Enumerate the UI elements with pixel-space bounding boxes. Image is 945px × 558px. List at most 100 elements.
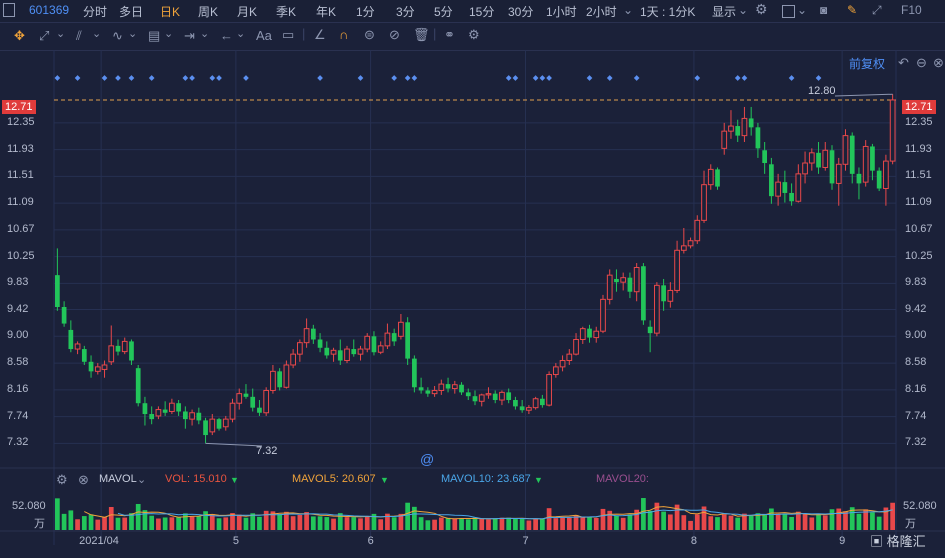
crosshair-move-icon[interactable]: ✥ [14,28,25,43]
volume-bar-up [580,517,586,530]
mavol20-value: MAVOL20: [596,473,649,485]
at-marker-icon[interactable]: @ [420,451,435,467]
candle-body-down [519,406,525,411]
candle-body-up [862,145,869,183]
period-tab[interactable]: 分时 [83,5,108,19]
chevron-down-icon[interactable]: ⌄ [56,28,66,40]
event-marker [189,75,195,81]
volume-bar-up [883,507,889,530]
period-tab[interactable]: 5分 [434,5,453,19]
hide-icon[interactable]: ⊘ [389,27,400,42]
volume-bar-up [223,517,229,530]
magnet-icon[interactable]: ∩ [339,27,349,42]
sidebar-toggle-icon[interactable] [3,3,15,17]
chevron-down-icon[interactable]: ⌄ [164,28,174,40]
candle-body-up [344,348,350,362]
event-marker [606,75,613,81]
volume-bar-up [600,508,606,530]
close-icon[interactable]: ⊗ [78,472,89,487]
volume-bar-down [425,520,431,530]
line-tool-icon[interactable]: ⤢ [39,28,50,43]
chevron-down-icon[interactable]: ⌄ [200,28,210,40]
pen-icon[interactable]: ✎ [847,3,858,17]
y-tick-label: 9.83 [905,276,927,289]
volume-bar-down [519,518,525,530]
x-tick-label: 5 [232,535,239,547]
volume-bar-down [337,513,343,530]
indicator-name[interactable]: MAVOL [99,473,137,485]
candle-body-up [822,149,829,168]
comment-icon[interactable]: ▭ [282,27,295,42]
sync-icon[interactable]: ⊜ [364,27,375,42]
candle-body-down [816,152,821,168]
settings-icon[interactable]: ⚙ [468,27,480,42]
period-tab[interactable]: 1小时 [546,5,577,19]
volume-bar-down [115,517,121,530]
volume-bar-down [196,516,202,530]
f10-button[interactable]: F10 [901,3,922,17]
chevron-down-icon[interactable]: ⌄ [137,474,147,486]
x-tick-label: 8 [690,535,698,547]
chevron-down-icon[interactable]: ⌄ [797,3,808,17]
volume-bar-down [371,513,377,530]
candle-body-up [357,348,364,355]
candle-body-up [303,328,310,344]
candle-body-up [364,335,371,350]
volume-bar-down [418,517,424,530]
period-tab[interactable]: 季K [276,5,297,19]
last-price-label-right: 12.71 [902,100,936,114]
x-tick-label: 9 [839,535,846,547]
chevron-down-icon[interactable]: ⌄ [128,28,138,40]
camera-icon[interactable]: ◙ [820,3,828,17]
volume-bar-down [782,513,788,530]
candle-body-up [633,267,640,293]
chevron-down-icon[interactable]: ⌄ [92,28,102,40]
candle-body-up [559,360,566,368]
trash-icon[interactable]: 🗑 [413,27,430,42]
channel-tool-icon[interactable]: ⫽ [76,28,82,43]
gear-icon[interactable]: ⚙ [755,1,768,17]
y-tick-label: 10.67 [7,222,35,235]
volume-bar-up [263,510,269,530]
candle-body-down [870,146,875,171]
fullscreen-icon[interactable]: ⤢ [872,3,882,17]
wave-tool-icon[interactable]: ∿ [112,28,123,43]
volume-bar-down [216,518,222,530]
link-icon[interactable]: ⚭ [444,27,455,42]
ruler-icon[interactable]: ∠ [314,27,326,42]
volume-bar-up [573,514,579,530]
period-tab[interactable]: 月K [237,5,258,19]
minus-icon[interactable]: ⊖ [916,55,927,70]
undo-icon[interactable]: ↶ [898,55,909,70]
x-tick-label: 2021/04 [79,535,119,547]
text-tool-icon[interactable]: Aa [256,28,272,43]
display-menu[interactable]: 显示 [712,5,737,19]
chevron-down-icon[interactable]: ⌄ [738,3,749,17]
arrow-tool-icon[interactable]: ← [220,28,233,43]
watermark-logo: ▣ 格隆汇 [870,534,926,549]
volume-bar-up [560,517,565,530]
period-tab[interactable]: 多日 [119,5,144,19]
event-marker [633,75,640,81]
checkbox-icon[interactable] [782,5,795,18]
candle-body-up [499,391,505,401]
period-tab[interactable]: 30分 [508,5,534,19]
fib-tool-icon[interactable]: ▤ [148,28,161,43]
timeframe-combo[interactable]: 1天 : 1分K [640,5,696,19]
period-tab[interactable]: 3分 [396,5,415,19]
period-tab-active[interactable]: 日K [160,5,181,19]
volume-bar-up [385,513,390,530]
volume-bar-down [61,513,67,530]
gear-icon[interactable]: ⚙ [56,472,68,487]
period-tab[interactable]: 1分 [356,5,375,19]
candle-body-down [257,407,262,413]
period-tab[interactable]: 周K [198,5,219,19]
chevron-down-icon[interactable]: ⌄ [236,28,246,40]
period-tab[interactable]: 2小时 [586,5,617,19]
period-tab[interactable]: 15分 [469,5,495,19]
adjustment-mode[interactable]: 前复权 [849,57,886,71]
close-icon[interactable]: ⊗ [933,55,944,70]
period-tab[interactable]: 年K [316,5,337,19]
chevron-down-icon[interactable]: ⌄ [623,3,634,17]
range-tool-icon[interactable]: ⇥ [184,28,195,43]
